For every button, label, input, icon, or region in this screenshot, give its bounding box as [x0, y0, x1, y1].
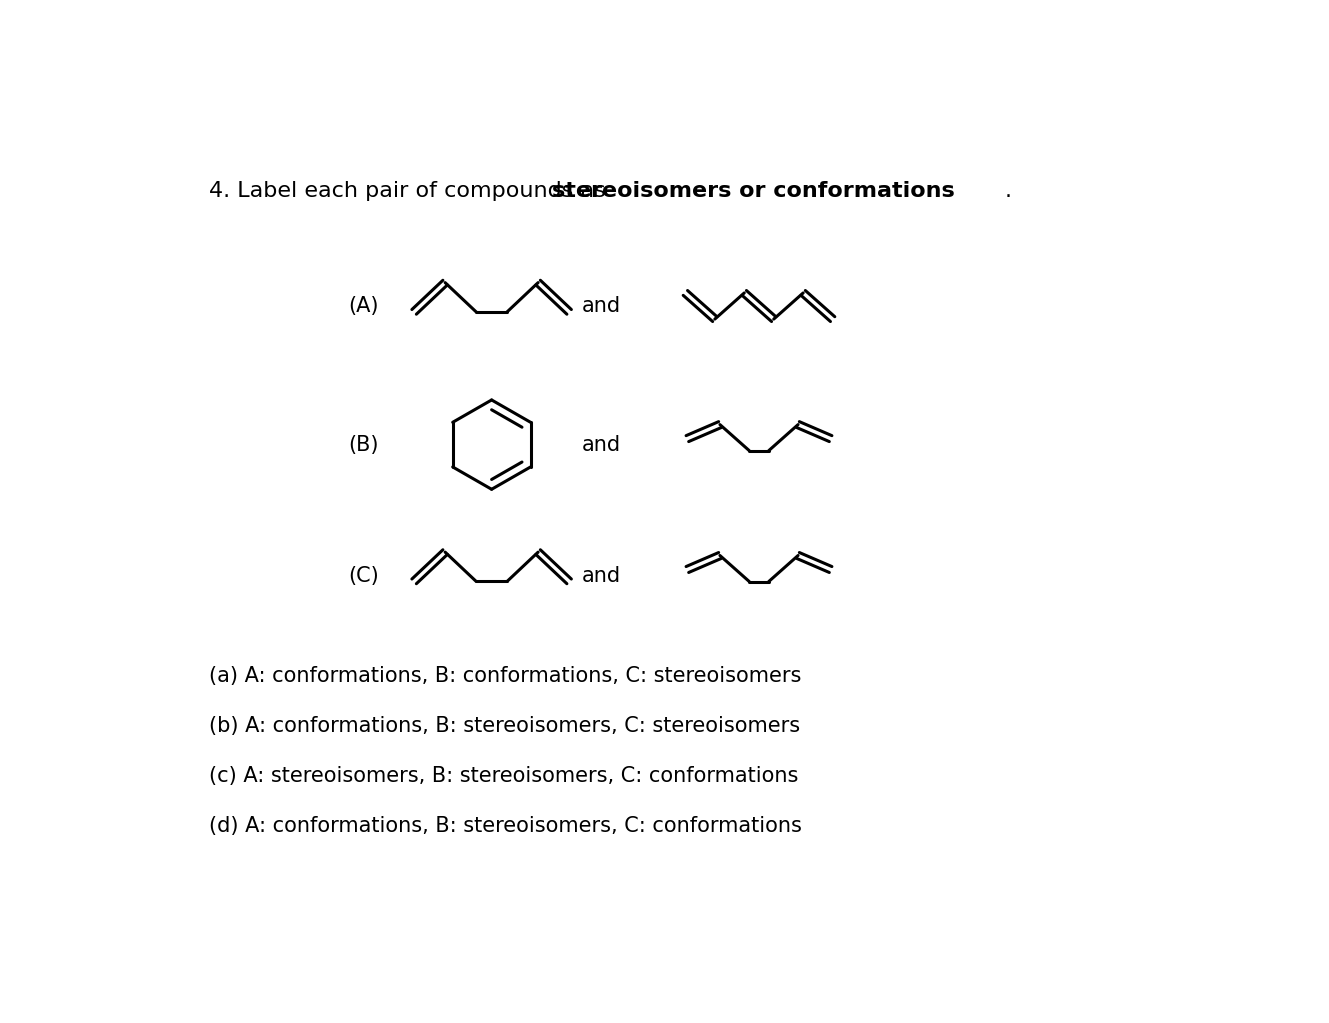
Text: and: and — [582, 566, 621, 585]
Text: (b) A: conformations, B: stereoisomers, C: stereoisomers: (b) A: conformations, B: stereoisomers, … — [209, 716, 800, 736]
Text: (c) A: stereoisomers, B: stereoisomers, C: conformations: (c) A: stereoisomers, B: stereoisomers, … — [209, 766, 799, 786]
Text: (C): (C) — [348, 566, 379, 585]
Text: (d) A: conformations, B: stereoisomers, C: conformations: (d) A: conformations, B: stereoisomers, … — [209, 815, 801, 836]
Text: (A): (A) — [348, 296, 379, 316]
Text: and: and — [582, 296, 621, 316]
Text: .: . — [1005, 180, 1011, 201]
Text: (a) A: conformations, B: conformations, C: stereoisomers: (a) A: conformations, B: conformations, … — [209, 666, 801, 685]
Text: (B): (B) — [348, 435, 379, 454]
Text: 4. Label each pair of compounds as: 4. Label each pair of compounds as — [209, 180, 613, 201]
Text: and: and — [582, 435, 621, 454]
Text: stereoisomers or conformations: stereoisomers or conformations — [552, 180, 954, 201]
